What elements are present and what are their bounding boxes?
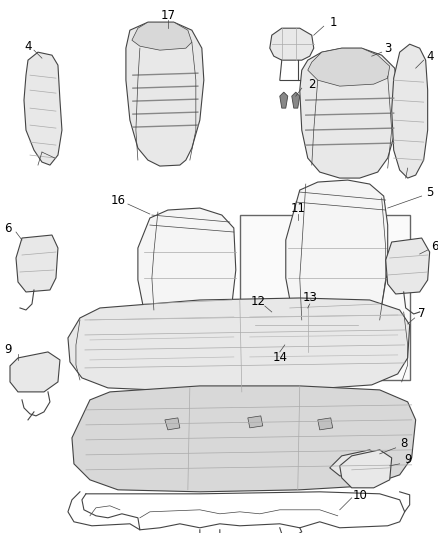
- Text: 8: 8: [400, 438, 407, 450]
- Text: 7: 7: [418, 308, 425, 320]
- Text: 11: 11: [290, 201, 305, 215]
- Text: 17: 17: [160, 9, 175, 22]
- Text: 1: 1: [330, 15, 338, 29]
- Text: 14: 14: [272, 351, 287, 365]
- Polygon shape: [72, 386, 416, 492]
- Polygon shape: [392, 44, 427, 178]
- Text: 4: 4: [24, 39, 32, 53]
- Text: 9: 9: [404, 454, 411, 466]
- Polygon shape: [24, 52, 62, 165]
- Polygon shape: [16, 235, 58, 292]
- Polygon shape: [270, 28, 314, 60]
- Polygon shape: [386, 238, 430, 294]
- Polygon shape: [280, 92, 288, 108]
- Polygon shape: [292, 92, 300, 108]
- Polygon shape: [248, 416, 263, 428]
- Polygon shape: [330, 450, 381, 478]
- Polygon shape: [300, 48, 398, 178]
- Polygon shape: [340, 450, 392, 488]
- Polygon shape: [286, 180, 388, 332]
- Polygon shape: [132, 22, 192, 50]
- Polygon shape: [138, 208, 236, 330]
- Text: 4: 4: [426, 50, 434, 63]
- Bar: [240, 215, 410, 380]
- Text: 6: 6: [431, 239, 438, 253]
- Text: 10: 10: [352, 489, 367, 502]
- Polygon shape: [255, 305, 358, 352]
- Text: 3: 3: [384, 42, 392, 55]
- Polygon shape: [10, 352, 60, 392]
- Text: 2: 2: [308, 78, 315, 91]
- Text: 5: 5: [426, 185, 433, 199]
- Text: 9: 9: [4, 343, 12, 357]
- Polygon shape: [318, 418, 333, 430]
- Polygon shape: [68, 298, 410, 392]
- Polygon shape: [165, 418, 180, 430]
- Polygon shape: [126, 22, 204, 166]
- Text: 6: 6: [4, 222, 12, 235]
- Polygon shape: [258, 308, 356, 340]
- Polygon shape: [308, 48, 390, 86]
- Text: 12: 12: [250, 295, 265, 309]
- Text: 13: 13: [302, 292, 317, 304]
- Text: 16: 16: [110, 193, 125, 207]
